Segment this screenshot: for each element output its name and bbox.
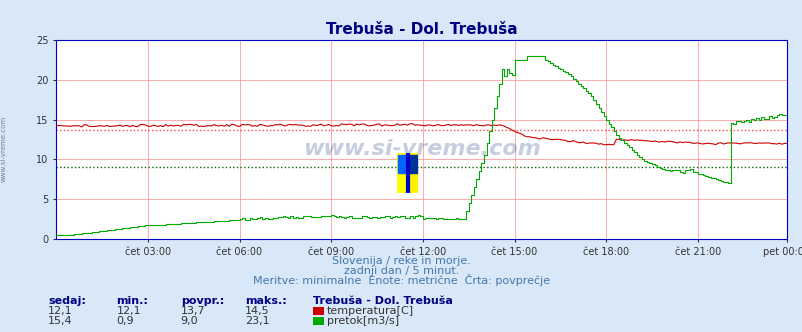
- Text: temperatura[C]: temperatura[C]: [326, 306, 413, 316]
- Text: Slovenija / reke in morje.: Slovenija / reke in morje.: [332, 256, 470, 266]
- Text: 12,1: 12,1: [116, 306, 141, 316]
- Text: 0,9: 0,9: [116, 316, 134, 326]
- Text: zadnji dan / 5 minut.: zadnji dan / 5 minut.: [343, 266, 459, 276]
- Text: 14,5: 14,5: [245, 306, 269, 316]
- Text: 13,7: 13,7: [180, 306, 205, 316]
- Text: 23,1: 23,1: [245, 316, 269, 326]
- Title: Trebuša - Dol. Trebuša: Trebuša - Dol. Trebuša: [326, 22, 516, 37]
- Text: Meritve: minimalne  Enote: metrične  Črta: povprečje: Meritve: minimalne Enote: metrične Črta:…: [253, 274, 549, 286]
- Text: pretok[m3/s]: pretok[m3/s]: [326, 316, 399, 326]
- Text: sedaj:: sedaj:: [48, 296, 86, 306]
- Text: www.si-vreme.com: www.si-vreme.com: [302, 139, 540, 159]
- Text: min.:: min.:: [116, 296, 148, 306]
- Text: povpr.:: povpr.:: [180, 296, 224, 306]
- Text: maks.:: maks.:: [245, 296, 286, 306]
- Text: 12,1: 12,1: [48, 306, 73, 316]
- Text: www.si-vreme.com: www.si-vreme.com: [1, 116, 7, 183]
- Text: 9,0: 9,0: [180, 316, 198, 326]
- Text: 15,4: 15,4: [48, 316, 73, 326]
- Text: Trebuša - Dol. Trebuša: Trebuša - Dol. Trebuša: [313, 296, 452, 306]
